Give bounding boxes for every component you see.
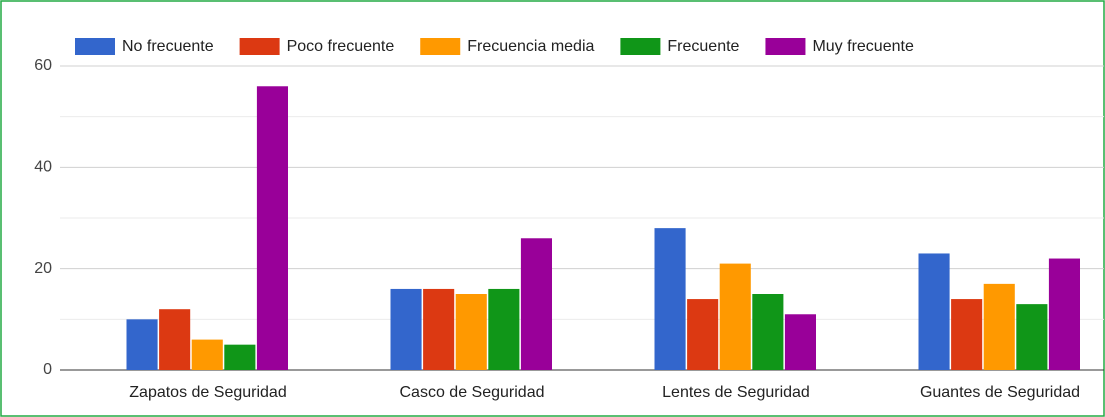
legend-label: Frecuencia media bbox=[467, 38, 594, 55]
bar bbox=[1016, 304, 1048, 370]
bar bbox=[918, 253, 950, 370]
bar bbox=[191, 339, 223, 370]
bar bbox=[256, 86, 288, 371]
bar bbox=[784, 314, 816, 370]
legend-label: Muy frecuente bbox=[812, 38, 913, 55]
bar bbox=[719, 263, 751, 370]
bar bbox=[159, 309, 191, 370]
y-tick-label: 20 bbox=[34, 260, 52, 277]
y-tick-label: 60 bbox=[34, 57, 52, 74]
bar bbox=[687, 299, 719, 370]
legend-swatch bbox=[420, 38, 461, 55]
bar bbox=[455, 294, 487, 370]
bar bbox=[951, 299, 983, 370]
bar bbox=[390, 288, 422, 370]
legend-swatch bbox=[75, 38, 115, 55]
legend-swatch bbox=[620, 38, 661, 55]
legend-swatch bbox=[239, 38, 280, 55]
bar bbox=[423, 288, 455, 370]
bar bbox=[752, 294, 784, 370]
legend-label: Poco frecuente bbox=[287, 38, 395, 55]
y-tick-label: 40 bbox=[34, 159, 52, 176]
bar bbox=[224, 344, 256, 370]
bar bbox=[1048, 258, 1080, 370]
x-tick-label: Guantes de Seguridad bbox=[920, 384, 1080, 401]
bar bbox=[654, 228, 686, 370]
x-tick-label: Casco de Seguridad bbox=[400, 384, 545, 401]
y-tick-label: 0 bbox=[43, 361, 52, 378]
bar bbox=[983, 283, 1015, 370]
bar bbox=[488, 288, 520, 370]
x-tick-label: Zapatos de Seguridad bbox=[129, 384, 286, 401]
legend-swatch bbox=[765, 38, 806, 55]
legend-label: No frecuente bbox=[122, 38, 214, 55]
bar bbox=[126, 319, 158, 370]
bar bbox=[520, 238, 552, 370]
x-tick-label: Lentes de Seguridad bbox=[662, 384, 810, 401]
legend-label: Frecuente bbox=[667, 38, 739, 55]
